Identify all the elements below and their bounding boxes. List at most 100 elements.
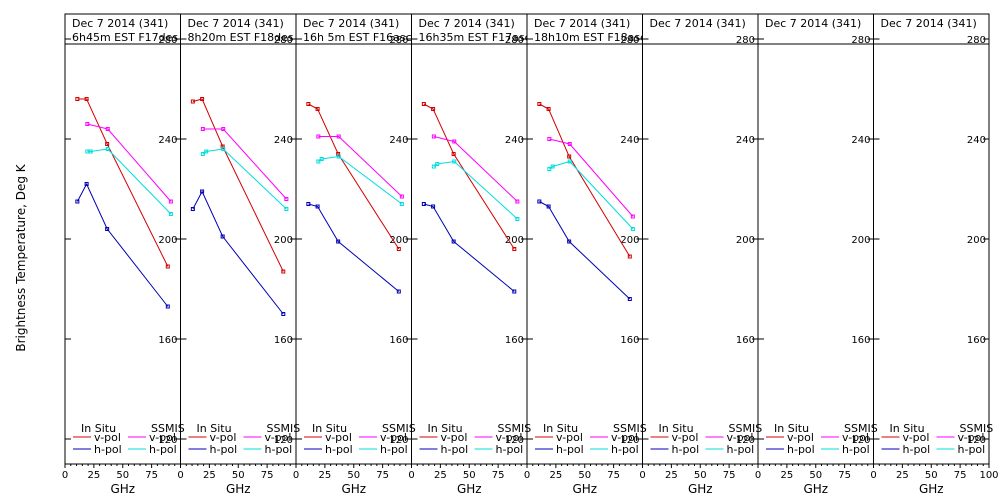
series-line-ssmis_v — [87, 123, 172, 202]
legend-label-insitu_v: v-pol — [210, 431, 237, 444]
y-tick-label: 280 — [620, 35, 639, 46]
x-axis-label: GHz — [341, 482, 366, 496]
panel-title-time: 16h35m EST F17asc — [419, 31, 531, 44]
x-axis-label: GHz — [803, 482, 828, 496]
x-tick-label: 75 — [838, 470, 851, 481]
data-point-insitu_h — [396, 289, 401, 294]
panel-8: Dec 7 2014 (341) 120 160 200 240 280 0 25 50 75 10… — [870, 13, 999, 496]
x-tick-label: 75 — [954, 470, 967, 481]
data-point-insitu_v — [75, 97, 80, 101]
y-axis-label: Brightness Temperature, Deg K — [14, 163, 28, 351]
y-tick-label: 240 — [620, 135, 639, 146]
series-line-insitu_v — [308, 103, 400, 250]
y-tick-label: 120 — [736, 435, 755, 446]
y-tick-label: 120 — [505, 435, 524, 446]
legend-label-insitu_v: v-pol — [672, 431, 699, 444]
data-point-ssmis_v — [431, 134, 436, 139]
data-point-insitu_h — [315, 204, 320, 209]
y-tick-label: 280 — [505, 35, 524, 46]
panel-7: Dec 7 2014 (341) 120 160 200 240 280 0 25 50 75 GH… — [755, 13, 878, 496]
panel-title-date: Dec 7 2014 (341) — [419, 17, 515, 30]
y-tick-label: 200 — [158, 235, 177, 246]
x-tick-label: 50 — [232, 470, 245, 481]
data-point-insitu_h — [84, 182, 89, 186]
series-line-insitu_v — [423, 103, 515, 250]
x-tick-label: 75 — [607, 470, 620, 481]
data-point-insitu_v — [190, 99, 195, 104]
data-point-insitu_h — [567, 239, 572, 244]
y-tick-label: 280 — [851, 35, 870, 46]
series-line-ssmis_h — [87, 148, 172, 215]
data-point-ssmis_v — [105, 127, 110, 131]
x-tick-label: 50 — [347, 470, 360, 481]
data-point-ssmis_h — [452, 159, 457, 164]
x-tick-label: 0 — [62, 470, 68, 481]
x-tick-label: 25 — [896, 470, 909, 481]
y-tick-label: 240 — [967, 135, 986, 146]
data-point-ssmis_h — [431, 164, 436, 169]
y-tick-label: 240 — [274, 135, 293, 146]
data-point-ssmis_v — [399, 194, 404, 199]
legend-label-ssmis_v: v-pol — [496, 431, 523, 444]
data-point-ssmis_v — [284, 197, 289, 201]
data-point-insitu_v — [627, 254, 632, 259]
data-point-ssmis_h — [88, 149, 93, 154]
y-tick-label: 200 — [505, 235, 524, 246]
panel-title-date: Dec 7 2014 (341) — [188, 17, 284, 30]
legend-header-ssmis: SSMIS — [382, 422, 416, 435]
y-tick-label: 280 — [967, 35, 986, 46]
y-tick-label: 200 — [389, 235, 408, 246]
data-point-ssmis_v — [452, 139, 457, 144]
legend-label-insitu_v: v-pol — [441, 431, 468, 444]
data-point-insitu_v — [451, 152, 456, 156]
data-point-insitu_v — [200, 97, 205, 101]
panel-4: Dec 7 2014 (341)16h35m EST F17asc 120 160 2… — [408, 13, 531, 496]
x-tick-label: 75 — [723, 470, 736, 481]
series-line-insitu_v — [192, 98, 284, 272]
data-point-insitu_v — [84, 97, 89, 101]
series-line-ssmis_v — [202, 128, 287, 200]
panel-5: Dec 7 2014 (341)18h10m EST F18asc 120 160 2… — [524, 13, 647, 496]
series-line-insitu_h — [76, 182, 169, 307]
data-point-ssmis_v — [630, 214, 635, 219]
x-tick-label: 25 — [781, 470, 794, 481]
legend-label-ssmis_h: h-pol — [149, 443, 177, 456]
legend-label-ssmis_h: h-pol — [611, 443, 639, 456]
panel-data — [306, 102, 404, 294]
data-point-ssmis_h — [550, 164, 555, 169]
legend-header-insitu: In Situ — [312, 422, 347, 435]
y-tick-label: 120 — [620, 435, 639, 446]
data-point-insitu_h — [200, 189, 205, 194]
x-tick-label: 25 — [88, 470, 101, 481]
x-tick-label: 0 — [755, 470, 761, 481]
series-line-insitu_v — [539, 103, 631, 257]
data-point-insitu_h — [546, 204, 551, 209]
data-point-insitu_h — [190, 207, 195, 211]
data-point-ssmis_v — [515, 199, 520, 204]
legend-label-insitu_h: h-pol — [441, 443, 469, 456]
x-tick-label: 50 — [463, 470, 476, 481]
series-line-insitu_h — [539, 201, 631, 300]
panel-data — [537, 102, 635, 301]
data-point-insitu_h — [105, 227, 110, 231]
y-tick-label: 200 — [967, 235, 986, 246]
legend-header-insitu: In Situ — [428, 422, 463, 435]
y-tick-label: 240 — [851, 135, 870, 146]
y-tick-label: 240 — [736, 135, 755, 146]
x-tick-label: 50 — [578, 470, 591, 481]
y-tick-label: 240 — [389, 135, 408, 146]
panel-data — [75, 97, 173, 309]
legend-label-insitu_h: h-pol — [325, 443, 353, 456]
x-tick-label: 0 — [408, 470, 414, 481]
x-axis-label: GHz — [919, 482, 944, 496]
panel-1: Dec 7 2014 (341)6h45m EST F17des 120 160 20… — [62, 13, 185, 496]
legend-label-ssmis_h: h-pol — [842, 443, 870, 456]
y-tick-label: 280 — [158, 35, 177, 46]
data-point-ssmis_h — [435, 162, 440, 166]
x-tick-label: 0 — [524, 470, 530, 481]
series-line-ssmis_v — [433, 136, 518, 202]
